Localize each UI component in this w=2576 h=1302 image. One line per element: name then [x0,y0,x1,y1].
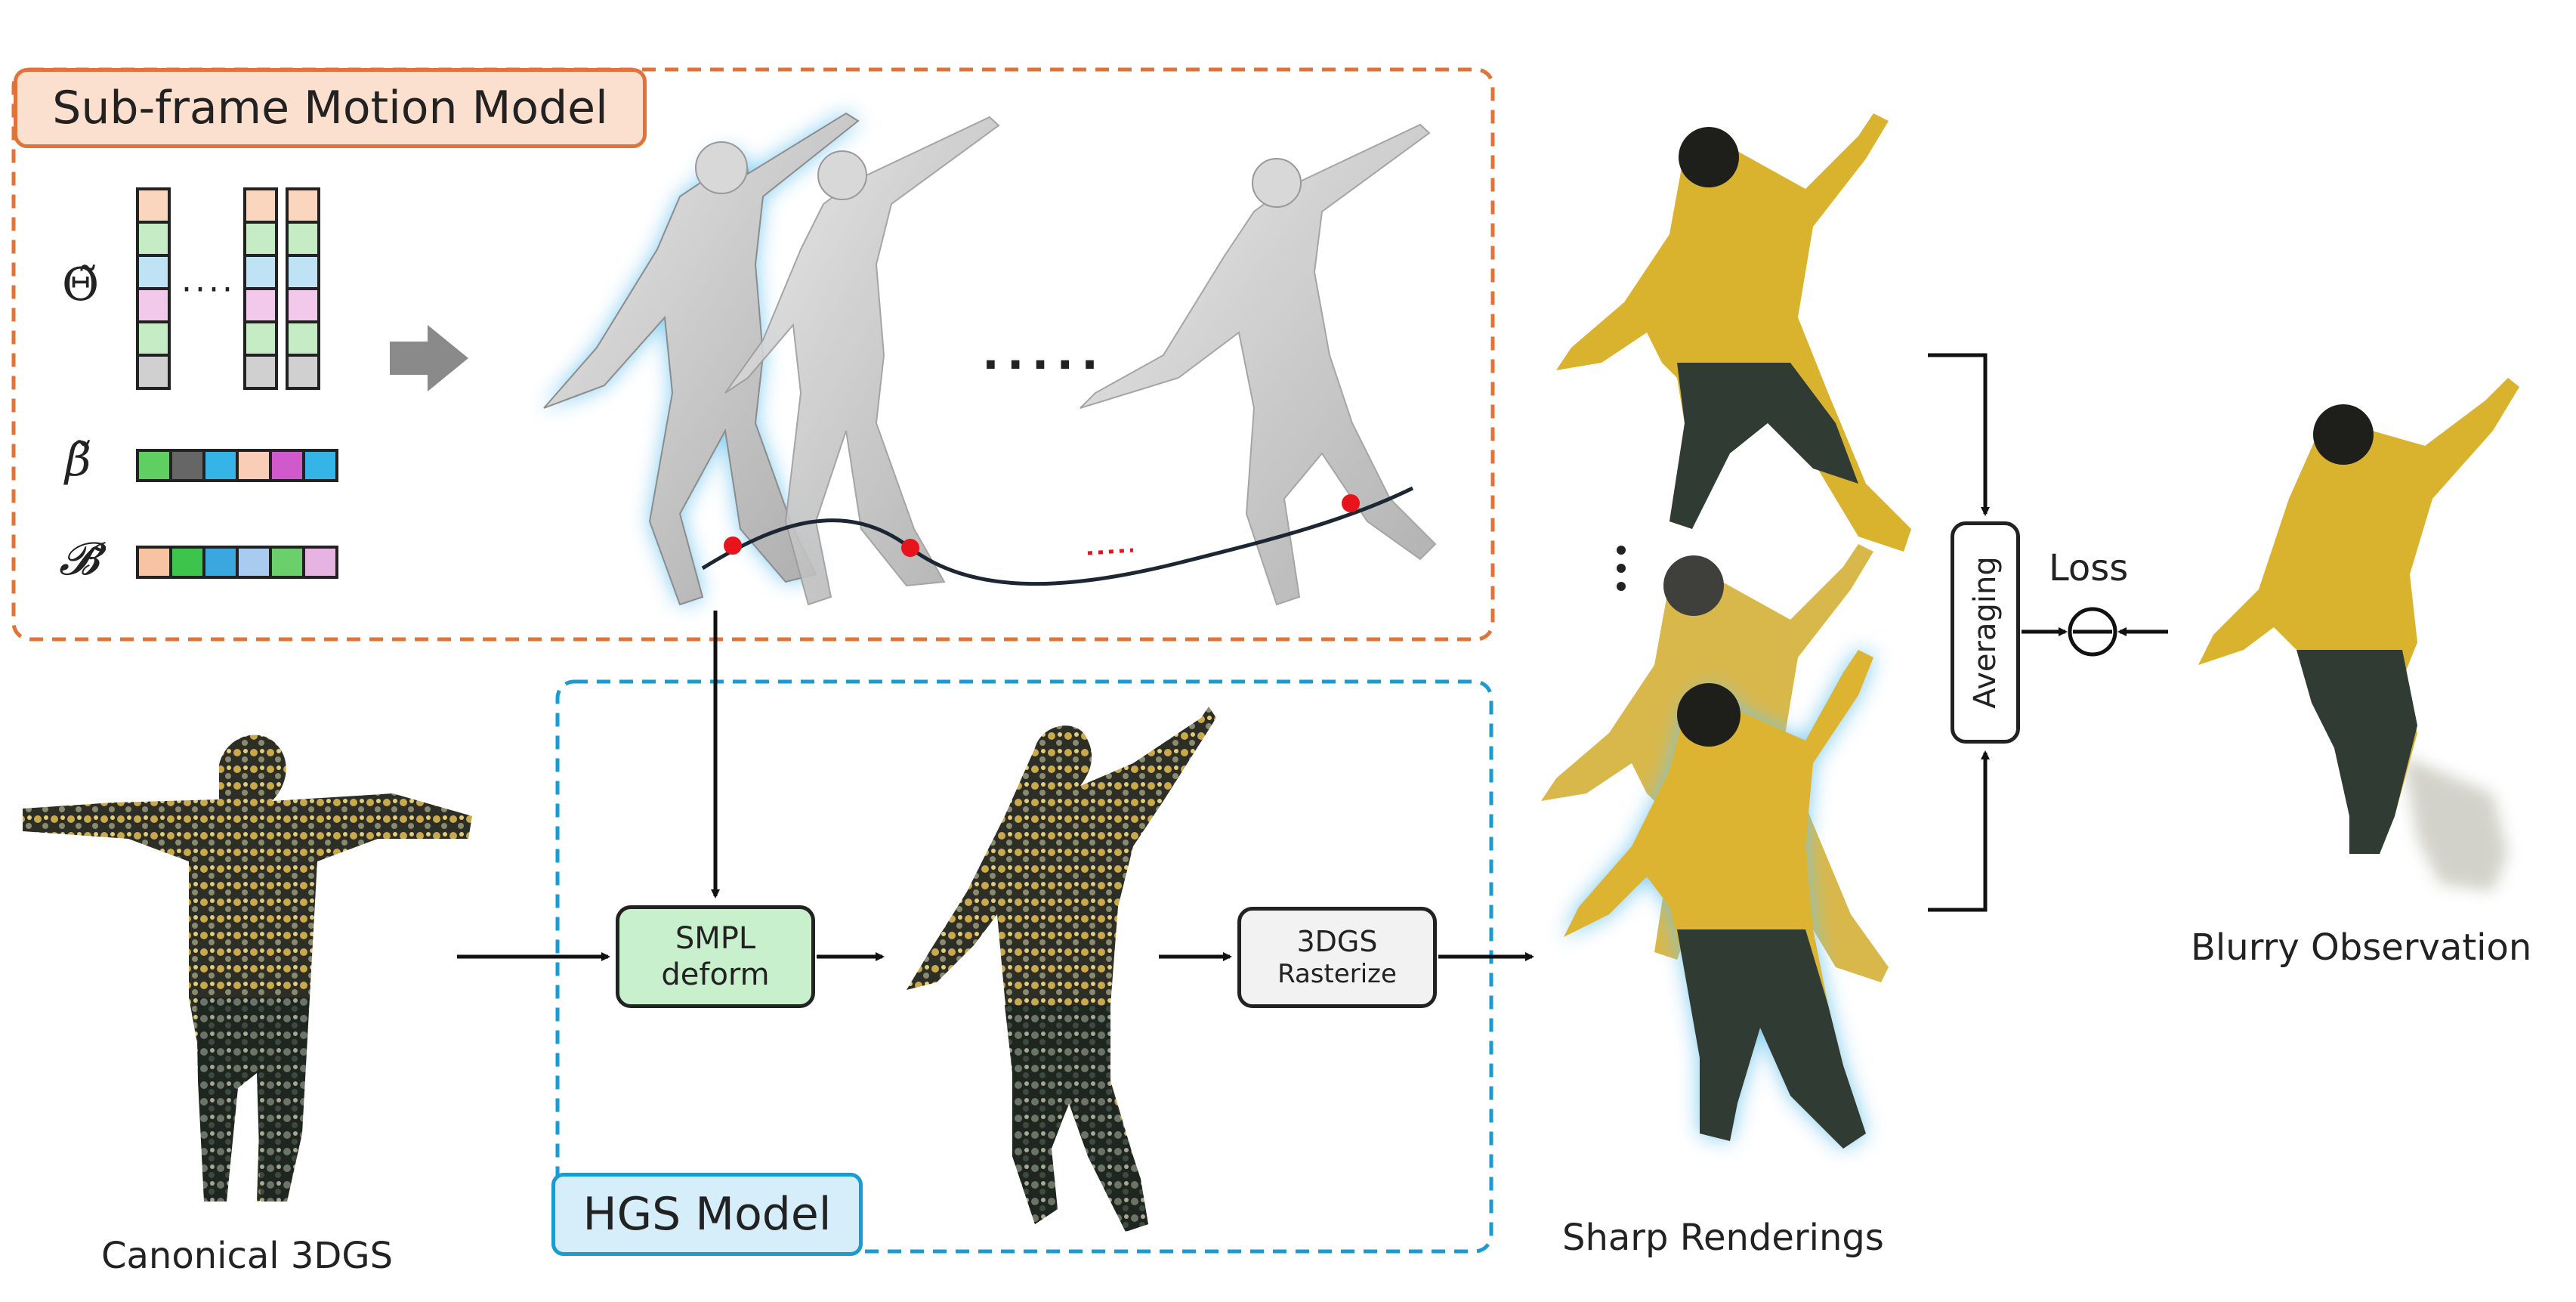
hgs-model-frame [555,679,1493,1254]
trajectory-gap-dots [1087,548,1134,555]
arrow-top-bracket [1928,353,1990,516]
blurry-observation-image [2198,378,2519,892]
mesh-sequence [543,112,1437,606]
mesh-figure [1080,123,1437,606]
smpl-deform-box: SMPL deform [616,905,815,1008]
theta-column [136,187,171,390]
theta-symbol: Θ̃ [62,258,100,311]
sharp-renderings-stack [1541,113,1911,1149]
mesh-figure [724,116,1000,606]
motion-trajectory [701,486,1414,586]
theta-ellipsis: ···· [181,271,236,309]
keypoint-marker [724,537,742,555]
deform-label: deform [661,957,770,992]
averaging-box: Averaging [1951,521,2020,744]
blend-symbol: 𝓑̃ [59,534,99,584]
smpl-label: SMPL [675,921,756,956]
hgs-model-title: HGS Model [551,1173,863,1256]
canonical-point-cloud [23,735,472,1201]
blend-param-row [136,546,338,579]
arrow-bottom-bracket [1928,750,1990,912]
theta-column [243,187,278,390]
motion-model-title: Sub-frame Motion Model [14,68,647,148]
rendering-frame [1556,113,1911,552]
rasterize-label: Rasterize [1277,959,1397,990]
averaging-label: Averaging [1968,556,2003,709]
sharp-caption: Sharp Renderings [1562,1217,1884,1259]
beta-symbol: β̃ [65,434,91,487]
renderings-ellipsis [1617,546,1626,591]
motion-model-frame [11,67,1495,642]
subtract-icon [2068,607,2117,657]
beta-param-row [136,449,338,482]
mesh-ellipsis: ····· [982,339,1106,391]
keypoint-marker [1342,494,1360,512]
3dgs-label: 3DGS [1296,924,1378,958]
theta-param-grid [136,187,320,390]
rasterize-box: 3DGS Rasterize [1237,907,1437,1008]
blurry-caption: Blurry Observation [2191,926,2532,969]
keypoint-marker [901,539,919,557]
connectors [457,353,2168,961]
theta-column [286,187,320,390]
mesh-figure-highlighted [543,112,860,606]
canonical-caption: Canonical 3DGS [101,1235,394,1277]
loss-label: Loss [2049,547,2129,589]
right-arrow-icon [390,325,468,391]
rendering-frame-highlighted [1564,650,1873,1149]
deformed-point-cloud [907,707,1216,1232]
